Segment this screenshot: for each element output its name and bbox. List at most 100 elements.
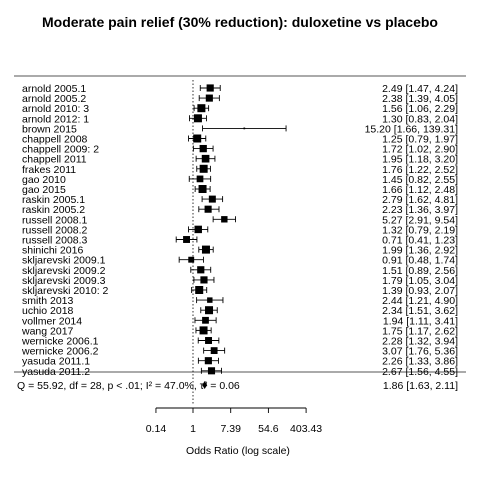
study-label: arnold 2012: 1	[22, 113, 89, 125]
study-label: vollmer 2014	[22, 315, 82, 327]
study-row: shinichi 2016 1.99 [1.36, 2.92]	[22, 245, 458, 257]
study-row: arnold 2005.2 2.38 [1.39, 4.05]	[22, 93, 458, 105]
study-label: smith 2013	[22, 295, 74, 307]
effect-square	[183, 236, 191, 243]
effect-square	[204, 357, 212, 365]
summary-label: Q = 55.92, df = 28, p < .01; I² = 47.0%,…	[17, 380, 240, 392]
axis-tick-label: 403.43	[290, 423, 322, 435]
effect-square	[207, 367, 216, 375]
axis-tick-label: 0.14	[146, 423, 167, 435]
axis-tick-label: 54.6	[258, 423, 279, 435]
study-label: frakes 2011	[22, 164, 76, 176]
study-label: russell 2008.2	[22, 224, 88, 236]
effect-estimate: 1.25 [0.79, 1.97]	[382, 134, 458, 146]
study-row: arnold 2005.1 2.49 [1.47, 4.24]	[22, 83, 458, 95]
study-row: uchio 2018 2.34 [1.51, 3.62]	[22, 305, 458, 317]
effect-square	[205, 337, 213, 344]
effect-square	[200, 276, 208, 284]
study-row: russell 2008.3 0.71 [0.41, 1.23]	[22, 235, 458, 247]
summary-estimate: 1.86 [1.63, 2.11]	[383, 380, 458, 392]
study-label: arnold 2005.1	[22, 83, 86, 95]
effect-square	[198, 185, 207, 193]
chart-title: Moderate pain relief (30% reduction): du…	[42, 14, 438, 30]
effect-square	[207, 297, 213, 303]
summary-row: Q = 55.92, df = 28, p < .01; I² = 47.0%,…	[17, 380, 458, 392]
study-label: uchio 2018	[22, 305, 74, 317]
study-row: russell 2008.2 1.32 [0.79, 2.19]	[22, 224, 458, 236]
x-axis-label: Odds Ratio (log scale)	[186, 445, 290, 457]
effect-square	[206, 84, 214, 92]
study-row: wernicke 2006.1 2.28 [1.32, 3.94]	[21, 336, 458, 348]
study-label: shinichi 2016	[22, 245, 83, 257]
effect-estimate: 1.32 [0.79, 2.19]	[382, 224, 458, 236]
study-row: wang 2017 1.75 [1.17, 2.62]	[21, 325, 458, 337]
study-label: skljarevski 2009.2	[22, 265, 106, 277]
study-label: chappell 2009: 2	[22, 144, 99, 156]
effect-estimate: 1.79 [1.05, 3.04]	[382, 275, 458, 287]
effect-estimate: 0.71 [0.41, 1.23]	[382, 235, 458, 247]
effect-estimate: 1.72 [1.02, 2.90]	[382, 144, 458, 156]
study-row: skljarevski 2010: 2 1.39 [0.93, 2.07]	[22, 285, 458, 297]
effect-estimate: 5.27 [2.91, 9.54]	[382, 214, 458, 226]
study-row: yasuda 2011.1 2.26 [1.33, 3.86]	[22, 356, 458, 368]
effect-estimate: 15.20 [1.66, 139.31]	[365, 123, 458, 135]
effect-estimate: 1.56 [1.06, 2.29]	[382, 103, 458, 115]
study-row: chappell 2009: 2 1.72 [1.02, 2.90]	[22, 144, 458, 156]
effect-square	[199, 144, 207, 153]
effect-estimate: 1.51 [0.89, 2.56]	[382, 265, 458, 277]
study-label: chappell 2011	[22, 154, 87, 166]
effect-square	[193, 114, 202, 123]
study-label: raskin 2005.1	[22, 194, 85, 206]
study-row: skljarevski 2009.3 1.79 [1.05, 3.04]	[22, 275, 458, 287]
effect-square	[204, 205, 212, 213]
study-rows: arnold 2005.1 2.49 [1.47, 4.24]arnold 200…	[21, 83, 458, 378]
effect-square	[197, 104, 206, 113]
effect-estimate: 1.94 [1.11, 3.41]	[383, 315, 458, 327]
effect-square	[194, 225, 202, 234]
effect-estimate: 1.66 [1.12, 2.48]	[382, 184, 458, 196]
study-row: skljarevski 2009.1 0.91 [0.48, 1.74]	[22, 255, 458, 267]
study-row: gao 2015 1.66 [1.12, 2.48]	[22, 184, 458, 196]
effect-estimate: 1.99 [1.36, 2.92]	[382, 245, 458, 257]
study-label: chappell 2008	[22, 134, 88, 146]
study-label: wernicke 2006.1	[21, 336, 99, 348]
effect-estimate: 2.34 [1.51, 3.62]	[382, 305, 458, 317]
study-label: wang 2017	[21, 325, 74, 337]
effect-estimate: 1.39 [0.93, 2.07]	[382, 285, 458, 297]
study-label: arnold 2005.2	[22, 93, 86, 105]
effect-square	[201, 245, 210, 254]
study-row: chappell 2011 1.95 [1.18, 3.20]	[22, 154, 458, 166]
effect-estimate: 1.30 [0.83, 2.04]	[382, 113, 458, 125]
effect-square	[195, 286, 204, 294]
effect-estimate: 1.95 [1.18, 3.20]	[382, 154, 458, 166]
effect-estimate: 3.07 [1.76, 5.36]	[382, 346, 458, 358]
study-label: brown 2015	[22, 123, 77, 135]
axis-tick-label: 1	[190, 423, 196, 435]
study-row: smith 2013 2.44 [1.21, 4.90]	[22, 295, 458, 307]
study-label: raskin 2005.2	[22, 204, 85, 216]
effect-square	[205, 94, 213, 102]
effect-square	[205, 306, 214, 315]
effect-square	[208, 195, 216, 203]
study-label: russell 2008.3	[22, 235, 88, 247]
effect-estimate: 2.26 [1.33, 3.86]	[382, 356, 458, 368]
study-row: arnold 2010: 3 1.56 [1.06, 2.29]	[22, 103, 458, 115]
axis-tick-label: 7.39	[220, 423, 241, 435]
effect-estimate: 2.38 [1.39, 4.05]	[382, 93, 458, 105]
study-label: skljarevski 2009.1	[22, 255, 106, 267]
x-axis: 0.14 1 7.39 54.6 403.43	[146, 407, 322, 435]
effect-square	[196, 175, 204, 183]
study-row: russell 2008.1 5.27 [2.91, 9.54]	[22, 214, 458, 226]
study-row: arnold 2012: 1 1.30 [0.83, 2.04]	[22, 113, 458, 125]
effect-estimate: 1.75 [1.17, 2.62]	[382, 325, 458, 337]
effect-estimate: 2.28 [1.32, 3.94]	[382, 336, 458, 348]
study-row: chappell 2008 1.25 [0.79, 1.97]	[22, 134, 458, 146]
effect-square	[221, 216, 228, 223]
study-row: gao 2010 1.45 [0.82, 2.55]	[22, 174, 458, 186]
effect-square	[202, 316, 209, 324]
effect-square	[199, 164, 208, 173]
study-row: raskin 2005.1 2.79 [1.62, 4.81]	[22, 194, 458, 206]
effect-square	[193, 134, 202, 143]
study-label: yasuda 2011.1	[22, 356, 90, 368]
